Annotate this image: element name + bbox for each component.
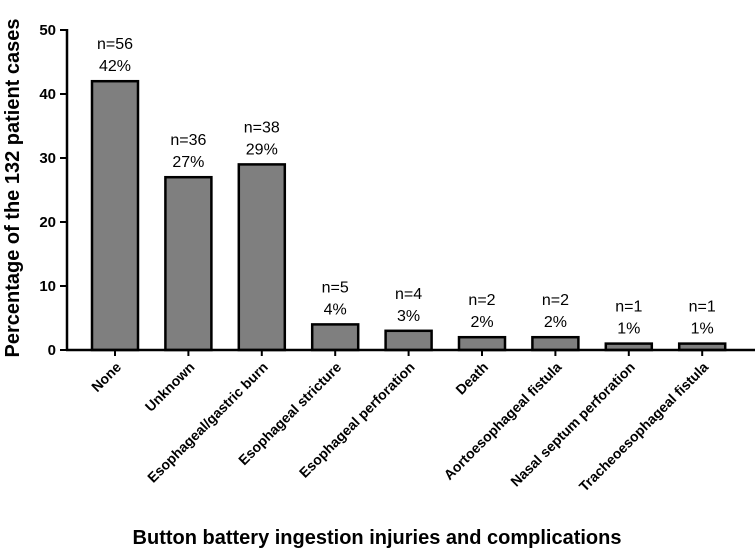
x-category-label: Nasal septum perforation [507,359,638,490]
x-category-label: Esophageal/gastric burn [144,359,271,486]
bar-count-label: n=36 [170,132,206,149]
bar-aortoesophageal-fistula [531,335,580,352]
bar-percent-label: 1% [691,321,714,338]
bar-unknown [164,175,213,352]
x-axis-title: Button battery ingestion injuries and co… [133,527,622,549]
axes-layer [60,29,755,356]
bar-percent-label: 2% [544,314,567,331]
bar-esophageal-stricture [310,323,360,352]
bar-esophageal-perforation [384,329,433,352]
bar-percent-label: 42% [99,58,131,75]
labels-layer: n=56 42% None n=36 27% Unknown n=38 29% Esophage… [39,22,716,494]
bar-percent-label: 3% [397,308,420,325]
bar-count-label: n=56 [97,36,133,53]
bar-death [457,335,507,352]
bar-percent-label: 1% [617,321,640,338]
x-category-label: Unknown [142,359,198,415]
bar-count-label: n=2 [542,292,569,309]
bar-count-label: n=2 [468,292,495,309]
bar-count-label: n=1 [615,299,642,316]
bar-count-label: n=38 [244,119,280,136]
bar-percent-label: 2% [470,314,493,331]
x-category-label: None [88,359,124,395]
bar-percent-label: 4% [324,301,347,318]
y-tick-label: 40 [39,86,56,103]
y-tick-label: 10 [39,278,56,295]
y-tick-label: 20 [39,214,56,231]
bar-count-label: n=5 [322,279,349,296]
bar-esophageal-gastric-burn [237,163,287,352]
bar-count-label: n=4 [395,286,422,303]
x-category-label: Death [452,359,491,398]
y-tick-label: 30 [39,150,56,167]
y-tick-label: 0 [48,342,56,359]
bar-percent-label: 29% [246,141,278,158]
y-tick-label: 50 [39,22,56,39]
bar-count-label: n=1 [689,299,716,316]
y-axis-title: Percentage of the 132 patient cases [2,18,24,357]
bar-percent-label: 27% [172,154,204,171]
x-category-label: Aortoesophageal fistula [440,359,564,483]
x-category-label: Tracheoesophageal fistula [576,359,712,495]
bars-layer [90,79,727,352]
bar-none [90,79,140,352]
